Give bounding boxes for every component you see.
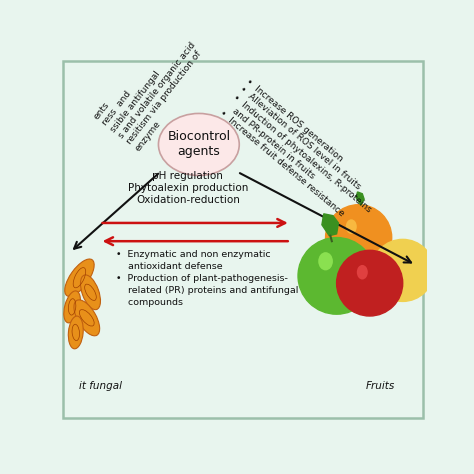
- Ellipse shape: [65, 259, 94, 296]
- Circle shape: [298, 237, 375, 314]
- Circle shape: [337, 250, 403, 316]
- Ellipse shape: [357, 265, 368, 280]
- Text: ents
ress  and
ssible antifungal
s and volatile organic acid
resitism via produc: ents ress and ssible antifungal s and vo…: [92, 21, 214, 153]
- Ellipse shape: [64, 291, 81, 323]
- Circle shape: [326, 205, 392, 270]
- Ellipse shape: [81, 275, 100, 310]
- Ellipse shape: [68, 316, 83, 349]
- Ellipse shape: [74, 300, 100, 336]
- Text: Biocontrol
agents: Biocontrol agents: [167, 130, 230, 158]
- Text: it fungal: it fungal: [80, 381, 122, 391]
- Ellipse shape: [346, 219, 357, 234]
- Text: pH regulation
Phytoalexin production
Oxidation-reduction: pH regulation Phytoalexin production Oxi…: [128, 172, 248, 205]
- Text: Fruits: Fruits: [366, 381, 395, 391]
- Polygon shape: [356, 192, 364, 205]
- Circle shape: [372, 239, 434, 301]
- Text: •  Increase ROS generation
•  Alleviation of ROS level in fruits
•  Induction of: • Increase ROS generation • Alleviation …: [218, 77, 386, 230]
- FancyBboxPatch shape: [63, 61, 423, 418]
- Polygon shape: [322, 214, 338, 236]
- Ellipse shape: [158, 113, 239, 175]
- Text: •  Enzymatic and non enzymatic
    antioxidant defense
•  Production of plant-pa: • Enzymatic and non enzymatic antioxidan…: [116, 250, 299, 307]
- Ellipse shape: [318, 252, 333, 270]
